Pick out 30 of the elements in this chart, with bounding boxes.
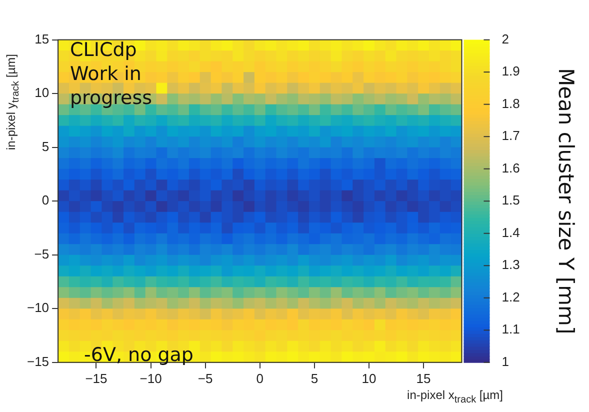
y-tick-label: 15 — [34, 31, 50, 46]
annotation: CLICdp — [70, 38, 138, 62]
color-bar-label: 1.2 — [502, 289, 520, 304]
color-bar-label: 1.4 — [502, 224, 520, 240]
color-bar-label: 1.6 — [502, 160, 520, 176]
annotation: Work in progress — [70, 62, 154, 110]
color-bar-label: 1.1 — [502, 322, 520, 337]
color-bar-title: Mean cluster size Y [mm] — [554, 68, 578, 334]
color-bar-label: 1 — [502, 354, 509, 369]
color-bar-label: 1.8 — [502, 96, 520, 111]
x-tick-label: −5 — [198, 370, 213, 386]
y-tick-label: −5 — [34, 246, 50, 262]
color-bar-label: 1.3 — [502, 257, 520, 272]
y-tick-label: 5 — [42, 138, 50, 154]
x-tick-label: 0 — [256, 370, 264, 386]
x-tick-label: −10 — [140, 370, 162, 386]
y-tick-label: −15 — [26, 354, 50, 369]
x-axis-title: in-pixel x$_{track}$ [µm] — [407, 388, 503, 406]
x-tick-label: −15 — [85, 370, 108, 386]
color-bar-label: 1.7 — [502, 128, 520, 144]
color-bar-label: 1.5 — [502, 192, 520, 208]
x-tick-label: 15 — [416, 370, 431, 386]
x-tick-label: 5 — [310, 370, 318, 386]
y-tick-label: 0 — [42, 192, 50, 208]
y-tick-label: 10 — [34, 85, 50, 100]
y-tick-label: −10 — [26, 300, 50, 316]
x-tick-label: 10 — [362, 370, 376, 386]
annotation: -6V, no gap — [84, 343, 194, 367]
color-bar-label: 1.9 — [502, 64, 520, 79]
color-bar-label: 2 — [502, 31, 509, 46]
